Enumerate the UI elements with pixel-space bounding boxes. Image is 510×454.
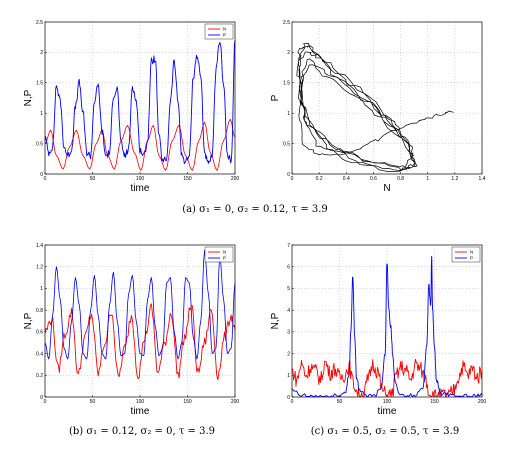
x-tick-label: 50 bbox=[90, 399, 96, 405]
x-tick-label: 50 bbox=[90, 176, 96, 182]
y-tick-label: 0 bbox=[287, 172, 290, 178]
x-tick-label: 200 bbox=[478, 399, 487, 405]
x-tick-label: 1 bbox=[426, 176, 429, 182]
y-tick-label: 0 bbox=[40, 395, 43, 401]
y-tick-label: 0.4 bbox=[36, 351, 43, 357]
y-tick-label: 2.5 bbox=[36, 20, 43, 26]
x-tick-label: 0 bbox=[291, 176, 294, 182]
y-axis-label: N,P bbox=[23, 89, 34, 106]
y-tick-label: 0 bbox=[287, 395, 290, 401]
y-axis-label: N,P bbox=[23, 312, 34, 329]
x-tick-label: 200 bbox=[231, 399, 240, 405]
series-line-p bbox=[291, 255, 483, 398]
series-line-n bbox=[291, 358, 483, 398]
y-tick-label: 0.8 bbox=[36, 308, 43, 314]
plot-frame bbox=[291, 21, 483, 175]
x-tick-label: 0.8 bbox=[397, 176, 404, 182]
caption-b: (b) σ₁ = 0.12, σ₂ = 0, τ = 3.9 bbox=[69, 426, 215, 437]
y-axis-label: P bbox=[270, 94, 281, 101]
x-tick-label: 0 bbox=[44, 176, 47, 182]
y-tick-label: 1.4 bbox=[36, 243, 43, 249]
plot-frame bbox=[291, 244, 483, 398]
y-tick-label: 3 bbox=[287, 330, 290, 336]
x-axis-label: time bbox=[131, 183, 150, 194]
series-line-p bbox=[44, 40, 236, 165]
x-tick-label: 0.6 bbox=[370, 176, 377, 182]
y-tick-label: 2.5 bbox=[283, 20, 290, 26]
series-line-n bbox=[44, 118, 236, 171]
plot-frame bbox=[44, 21, 236, 175]
y-tick-label: 7 bbox=[287, 243, 290, 249]
chart-a-right-phase-plot: 0 0.2 0.4 0.6 0.8 1 1.2 1.4 0 0.5 1 1.5 2 2.5 N P bbox=[270, 20, 486, 194]
x-tick-label: 1.2 bbox=[451, 176, 458, 182]
legend-box bbox=[204, 246, 234, 263]
series-line-trajectory bbox=[296, 43, 454, 172]
chart-c-time-series: 0 50 100 150 200 0 1 2 3 4 5 6 7 time N,P NP bbox=[270, 243, 486, 417]
x-tick-label: 0.2 bbox=[316, 176, 323, 182]
y-tick-label: 6 bbox=[287, 265, 290, 271]
x-tick-label: 150 bbox=[430, 399, 439, 405]
x-axis-label: time bbox=[131, 406, 150, 417]
x-tick-label: 100 bbox=[136, 176, 145, 182]
y-tick-label: 1 bbox=[40, 286, 43, 292]
y-tick-label: 0.6 bbox=[36, 330, 43, 336]
x-tick-label: 150 bbox=[183, 399, 192, 405]
series-line-p bbox=[44, 250, 236, 360]
y-tick-label: 2 bbox=[40, 50, 43, 56]
x-tick-label: 0 bbox=[291, 399, 294, 405]
x-axis-label: N bbox=[383, 183, 390, 194]
legend-box bbox=[451, 246, 481, 263]
x-tick-label: 1.4 bbox=[479, 176, 486, 182]
x-axis-label: time bbox=[378, 406, 397, 417]
caption-a: (a) σ₁ = 0, σ₂ = 0.12, τ = 3.9 bbox=[182, 204, 328, 215]
legend-label-p: P bbox=[470, 256, 473, 261]
y-axis-label: N,P bbox=[270, 312, 281, 329]
y-tick-label: 1 bbox=[40, 111, 43, 117]
chart-a-left-time-series: 0 50 100 150 200 0 0.5 1 1.5 2 2.5 time N,P NP bbox=[23, 20, 239, 194]
y-tick-label: 0.5 bbox=[283, 141, 290, 147]
y-tick-label: 1.5 bbox=[36, 81, 43, 87]
y-tick-label: 0.5 bbox=[36, 141, 43, 147]
x-tick-label: 50 bbox=[337, 399, 343, 405]
y-tick-label: 1.2 bbox=[36, 265, 43, 271]
y-tick-label: 0.2 bbox=[36, 373, 43, 379]
x-tick-label: 100 bbox=[136, 399, 145, 405]
caption-c: (c) σ₁ = 0.5, σ₂ = 0.5, τ = 3.9 bbox=[311, 426, 459, 437]
x-tick-label: 150 bbox=[183, 176, 192, 182]
y-tick-label: 5 bbox=[287, 286, 290, 292]
chart-b-time-series: 0 50 100 150 200 0 0.2 0.4 0.6 0.8 1 1.2 1.4 time N,P N… bbox=[23, 243, 239, 417]
legend-label-p: P bbox=[223, 33, 226, 38]
series-line-n bbox=[44, 303, 236, 381]
y-tick-label: 1 bbox=[287, 111, 290, 117]
x-tick-label: 0.4 bbox=[343, 176, 350, 182]
legend-box bbox=[204, 23, 234, 40]
y-tick-label: 1.5 bbox=[283, 81, 290, 87]
x-tick-label: 100 bbox=[383, 399, 392, 405]
legend-label-n: N bbox=[223, 250, 226, 255]
y-tick-label: 1 bbox=[287, 373, 290, 379]
y-tick-label: 2 bbox=[287, 351, 290, 357]
legend-label-p: P bbox=[223, 256, 226, 261]
x-tick-label: 200 bbox=[231, 176, 240, 182]
legend-label-n: N bbox=[470, 250, 473, 255]
x-tick-label: 0 bbox=[44, 399, 47, 405]
plot-frame bbox=[44, 244, 236, 398]
legend-label-n: N bbox=[223, 27, 226, 32]
y-tick-label: 0 bbox=[40, 172, 43, 178]
y-tick-label: 4 bbox=[287, 308, 290, 314]
y-tick-label: 2 bbox=[287, 50, 290, 56]
